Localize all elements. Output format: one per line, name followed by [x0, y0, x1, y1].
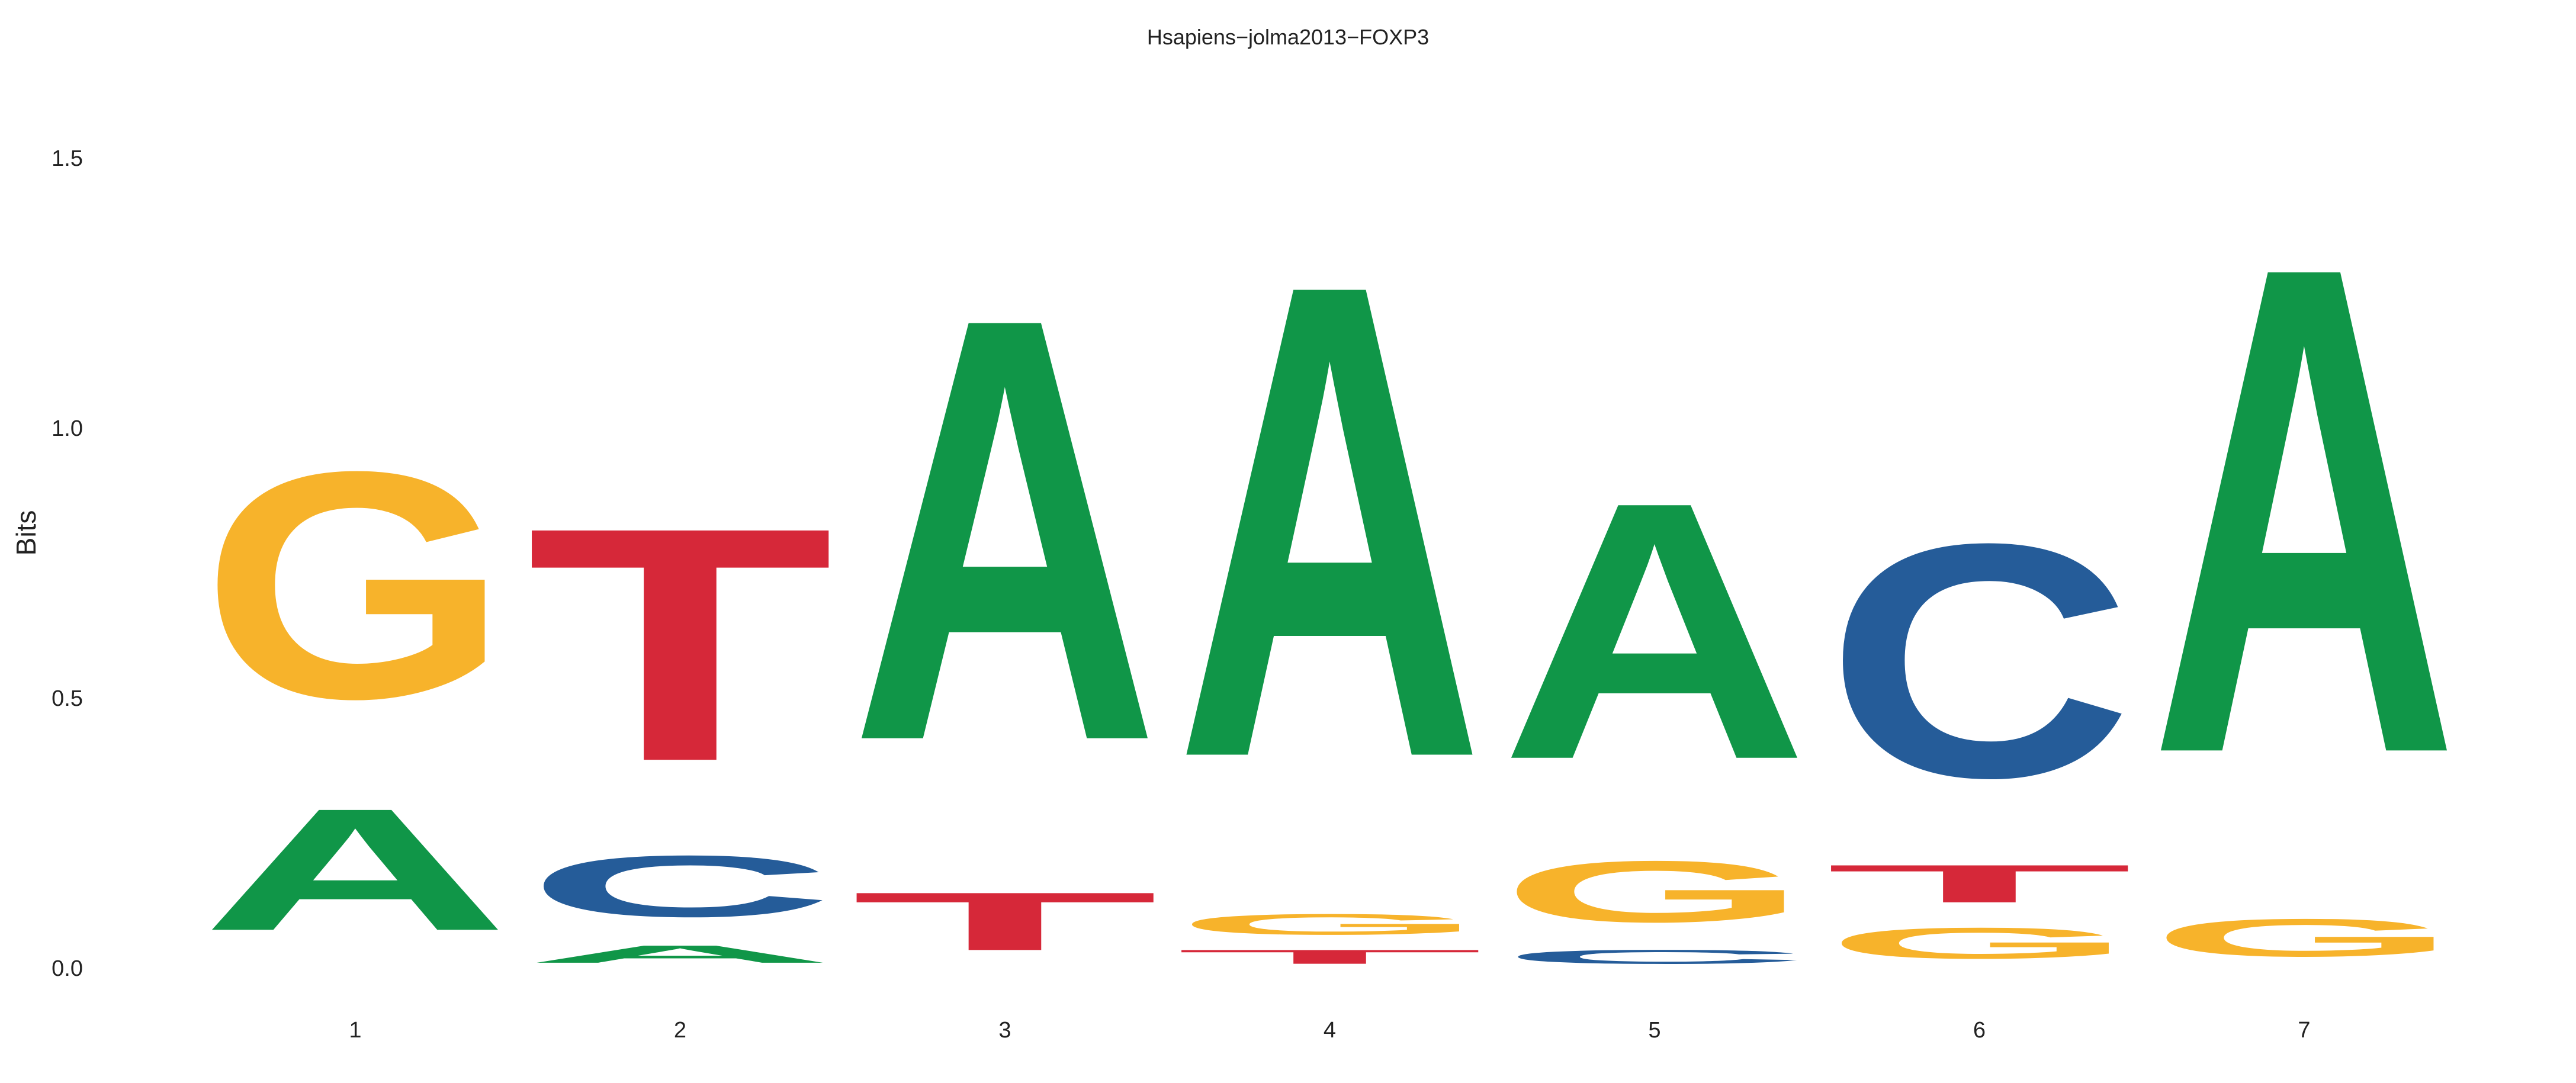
logo-letter-g: G	[1826, 918, 2134, 968]
x-tick-label: 1	[349, 1018, 361, 1043]
logo-letter-a: A	[2150, 123, 2458, 898]
x-tick-label: 5	[1648, 1018, 1660, 1043]
logo-letter-c: C	[1826, 474, 2134, 847]
x-tick-label: 3	[998, 1018, 1011, 1043]
logo-letter-a: A	[851, 192, 1159, 866]
logo-letter-t: T	[1826, 854, 2134, 914]
logo-letter-t: T	[1176, 946, 1484, 968]
logo-letter-a: A	[201, 772, 509, 967]
x-tick-label: 2	[674, 1018, 686, 1043]
logo-letter-a: A	[1501, 426, 1809, 836]
logo-letter-c: C	[526, 838, 834, 936]
logo-letter-t: T	[851, 875, 1159, 968]
x-tick-label: 6	[1973, 1018, 1986, 1043]
chart-title: Hsapiens−jolma2013−FOXP3	[1147, 25, 1429, 49]
logo-letter-a: A	[1176, 143, 1484, 898]
logo-letter-c: C	[1501, 946, 1809, 968]
y-axis-label: Bits	[11, 510, 41, 556]
x-axis: 1 2 3 4 5 6 7	[349, 1018, 2310, 1043]
logo-letter-g: G	[2150, 908, 2458, 968]
logo-letter-g: G	[1501, 843, 1809, 940]
y-tick-label: 1.0	[52, 416, 83, 441]
y-tick-label: 0.0	[52, 956, 83, 981]
logo-letter-t: T	[526, 458, 834, 831]
logo-letter-a: A	[526, 940, 834, 968]
y-axis: 0.0 0.5 1.0 1.5	[52, 146, 83, 981]
x-tick-label: 4	[1324, 1018, 1336, 1043]
y-tick-label: 1.5	[52, 146, 83, 171]
logo-letter-g: G	[201, 404, 509, 766]
x-tick-label: 7	[2298, 1018, 2310, 1043]
y-tick-label: 0.5	[52, 686, 83, 711]
logo-letter-g: G	[1176, 908, 1484, 941]
